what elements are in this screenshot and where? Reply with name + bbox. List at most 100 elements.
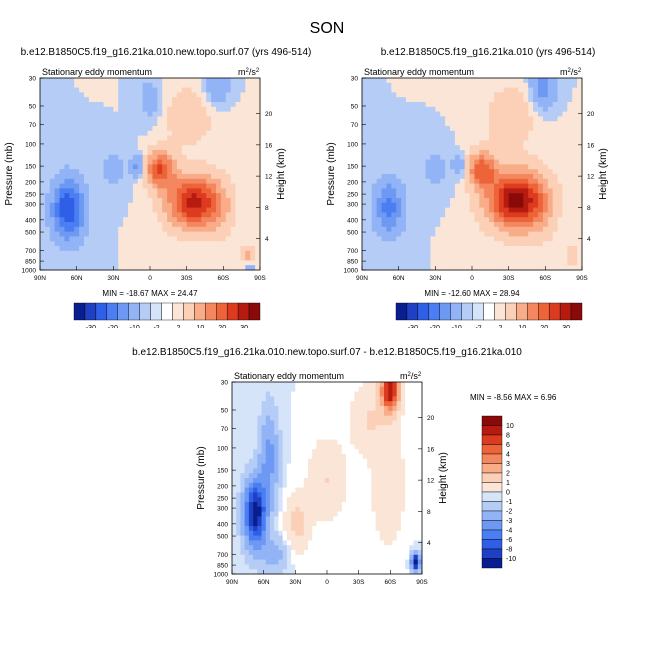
field-cell [54,207,60,213]
field-cell [454,164,461,170]
field-cell [93,241,100,247]
field-cell [59,255,65,261]
colorbar-tick-label: 10 [518,325,526,328]
field-cell [291,502,296,508]
field-cell [391,174,397,180]
field-cell [299,415,305,421]
field-cell [235,130,241,136]
field-cell [49,260,56,266]
field-cell [181,255,188,261]
field-cell [362,265,368,271]
field-cell [567,212,573,218]
field-cell [172,87,178,93]
field-cell [295,425,300,431]
field-cell [366,97,373,103]
field-cell [216,188,222,194]
field-cell [552,198,558,204]
field-cell [113,241,119,247]
field-cell [513,102,519,108]
field-cell [308,473,313,479]
field-cell [489,154,495,160]
field-cell [88,78,95,84]
field-cell [320,559,326,565]
field-cell [108,169,114,175]
field-cell [79,193,85,199]
field-cell [244,569,250,575]
field-cell [299,521,305,527]
field-cell [108,174,114,180]
field-cell [98,121,104,127]
field-cell [291,410,296,416]
field-cell [253,502,258,508]
field-cell [410,121,417,127]
field-cell [295,526,300,532]
field-cell [299,506,305,512]
field-cell [430,102,436,108]
field-cell [567,183,573,189]
field-cell [59,188,65,194]
field-cell [528,87,534,93]
field-cell [172,140,178,146]
colorbar-swatch [483,302,495,321]
field-cell [391,188,397,194]
field-cell [577,106,583,112]
field-cell [547,102,554,108]
field-cell [103,97,109,103]
field-cell [494,236,500,242]
field-cell [142,193,148,199]
field-cell [88,222,95,228]
field-cell [435,92,441,98]
field-cell [354,391,360,397]
field-cell [430,164,436,170]
field-cell [303,530,309,536]
field-cell [172,178,178,184]
field-cell [371,246,378,252]
field-cell [415,236,422,242]
field-cell [240,265,246,271]
field-cell [216,255,222,261]
field-cell [282,396,288,402]
field-cell [459,150,466,156]
field-cell [162,174,168,180]
field-cell [371,202,378,208]
field-cell [230,260,236,266]
field-cell [508,260,514,266]
field-cell [240,188,246,194]
field-cell [274,540,279,546]
field-cell [489,97,495,103]
field-cell [113,207,119,213]
x-tick-label: 90S [576,275,588,282]
field-cell [211,82,217,88]
field-cell [333,516,338,522]
field-cell [250,222,256,228]
field-cell [236,434,241,440]
field-cell [337,444,343,450]
field-cell [103,130,109,136]
field-cell [191,159,197,165]
field-cell [172,102,178,108]
field-cell [350,391,355,397]
field-cell [49,102,56,108]
field-cell [240,569,246,575]
field-cell [523,188,529,194]
field-cell [245,87,251,93]
field-cell [245,188,251,194]
field-cell [250,178,256,184]
field-cell [354,396,360,402]
field-cell [225,154,232,160]
field-cell [44,140,51,146]
field-cell [216,193,222,199]
field-cell [49,222,56,228]
field-cell [64,87,70,93]
field-cell [396,217,402,223]
field-cell [44,126,51,132]
field-cell [248,554,254,560]
field-cell [299,468,305,474]
field-cell [108,198,114,204]
field-cell [303,482,309,488]
field-cell [479,246,485,252]
field-cell [265,554,271,560]
field-cell [152,222,158,228]
field-cell [386,260,392,266]
field-cell [440,250,446,256]
